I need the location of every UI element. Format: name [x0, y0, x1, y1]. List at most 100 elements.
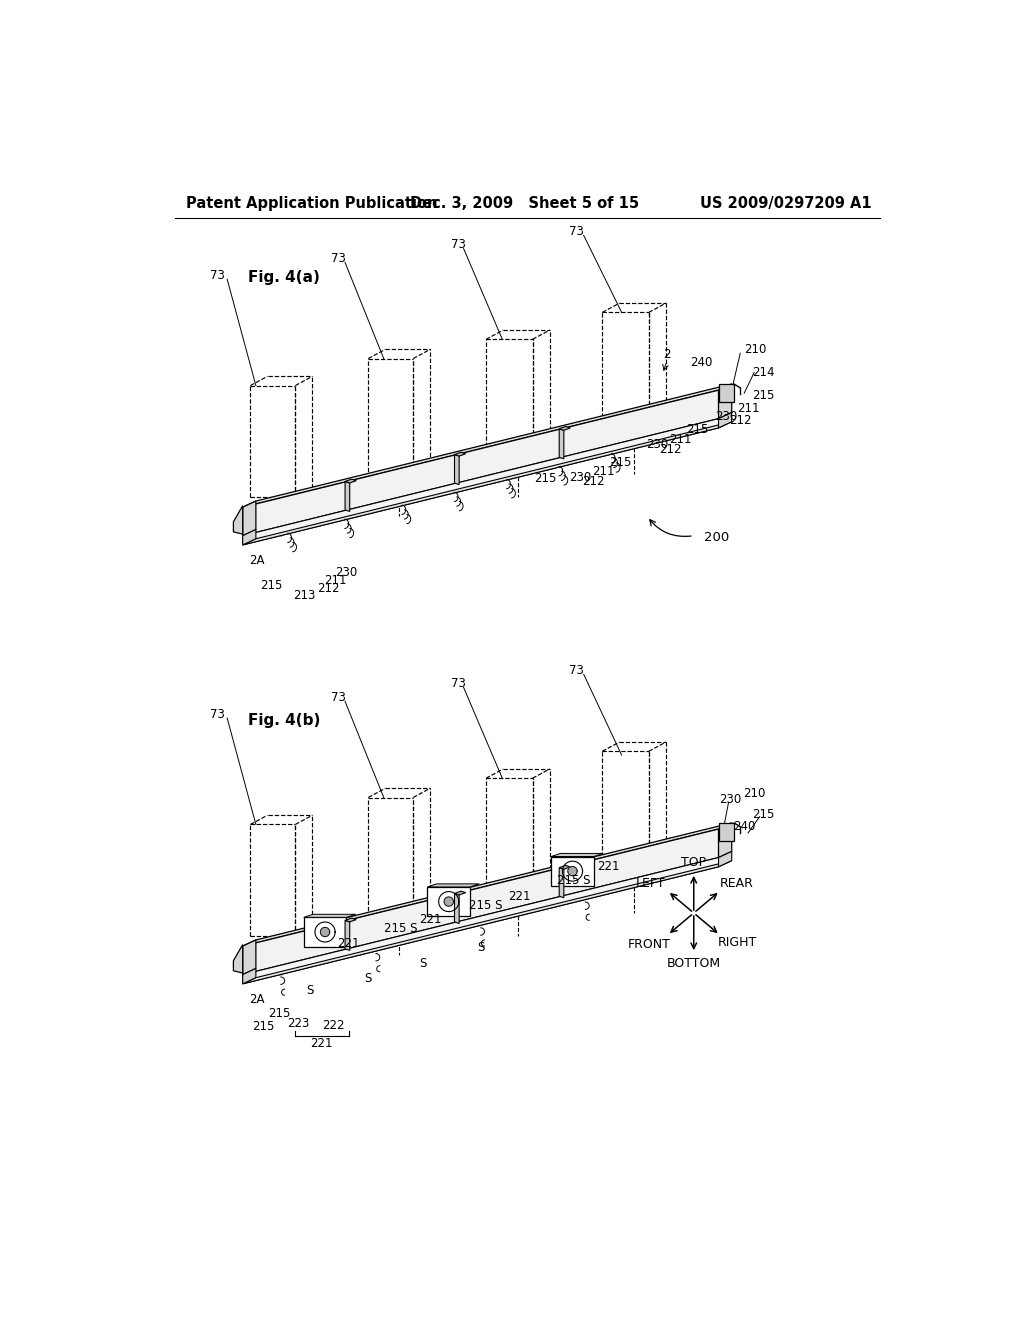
Text: LEFT: LEFT	[636, 876, 666, 890]
Text: 73: 73	[451, 238, 466, 251]
Text: 215: 215	[253, 1020, 274, 1034]
Polygon shape	[719, 384, 734, 401]
Text: TOP: TOP	[681, 855, 707, 869]
Polygon shape	[345, 479, 356, 483]
Text: 215: 215	[534, 473, 556, 486]
Polygon shape	[568, 866, 578, 875]
Polygon shape	[321, 928, 330, 937]
Polygon shape	[243, 822, 732, 946]
Text: S: S	[477, 941, 484, 954]
Polygon shape	[551, 854, 603, 857]
Polygon shape	[345, 917, 356, 921]
Polygon shape	[427, 884, 479, 887]
Text: 211: 211	[670, 433, 692, 446]
Text: 213: 213	[294, 589, 315, 602]
Text: 221: 221	[419, 912, 441, 925]
Polygon shape	[233, 945, 243, 973]
Text: 223: 223	[288, 1016, 309, 1030]
Text: 212: 212	[583, 475, 605, 488]
Polygon shape	[233, 506, 243, 535]
Text: 211: 211	[736, 403, 759, 416]
Polygon shape	[243, 418, 719, 545]
Text: 73: 73	[210, 269, 224, 282]
Text: Patent Application Publication: Patent Application Publication	[186, 195, 437, 211]
Polygon shape	[243, 529, 256, 545]
Polygon shape	[551, 857, 594, 886]
Text: 230: 230	[568, 471, 591, 484]
Text: 73: 73	[568, 664, 584, 677]
Text: 215 S: 215 S	[384, 921, 418, 935]
Text: 221: 221	[597, 861, 620, 874]
Polygon shape	[719, 412, 732, 428]
Text: 73: 73	[210, 708, 224, 721]
Polygon shape	[719, 822, 734, 841]
Text: 221: 221	[508, 890, 530, 903]
Polygon shape	[345, 482, 350, 511]
Polygon shape	[559, 867, 564, 898]
Polygon shape	[304, 915, 355, 917]
Polygon shape	[444, 898, 454, 907]
Polygon shape	[243, 940, 256, 974]
Polygon shape	[719, 822, 732, 858]
Text: 215: 215	[753, 808, 775, 821]
Text: 240: 240	[733, 820, 756, 833]
Text: 230: 230	[646, 438, 669, 451]
Text: 210: 210	[743, 787, 765, 800]
Polygon shape	[455, 454, 459, 484]
Text: 240: 240	[690, 356, 713, 370]
Text: FRONT: FRONT	[628, 937, 671, 950]
Text: 200: 200	[705, 531, 730, 544]
Text: 2A: 2A	[249, 993, 264, 1006]
Text: 215: 215	[753, 389, 775, 403]
Polygon shape	[559, 426, 570, 430]
Text: US 2009/0297209 A1: US 2009/0297209 A1	[700, 195, 872, 211]
Polygon shape	[243, 858, 719, 983]
Text: 73: 73	[568, 224, 584, 238]
Text: 230: 230	[719, 793, 741, 807]
Polygon shape	[719, 384, 732, 418]
Text: 230: 230	[336, 566, 357, 579]
Text: 215 S: 215 S	[469, 899, 503, 912]
Polygon shape	[455, 894, 459, 924]
Polygon shape	[243, 391, 719, 536]
Text: 212: 212	[729, 413, 752, 426]
Text: 73: 73	[332, 252, 346, 265]
Polygon shape	[455, 453, 466, 457]
Text: RIGHT: RIGHT	[718, 936, 757, 949]
Text: 222: 222	[323, 1019, 345, 1032]
Polygon shape	[243, 422, 732, 545]
Text: 230: 230	[715, 409, 737, 422]
Text: 212: 212	[316, 582, 339, 594]
Polygon shape	[243, 502, 256, 536]
Text: BOTTOM: BOTTOM	[667, 957, 721, 970]
Polygon shape	[345, 920, 350, 950]
Text: REAR: REAR	[720, 876, 754, 890]
Text: 221: 221	[338, 937, 360, 950]
Text: Fig. 4(b): Fig. 4(b)	[248, 713, 321, 729]
Text: Dec. 3, 2009   Sheet 5 of 15: Dec. 3, 2009 Sheet 5 of 15	[411, 195, 639, 211]
Text: S: S	[365, 972, 372, 985]
Text: 211: 211	[593, 465, 615, 478]
Text: 210: 210	[744, 343, 767, 356]
Text: 2: 2	[663, 348, 671, 362]
Polygon shape	[304, 917, 346, 946]
Text: 73: 73	[332, 690, 346, 704]
Polygon shape	[719, 851, 732, 867]
Polygon shape	[243, 829, 719, 974]
Polygon shape	[559, 866, 570, 870]
Polygon shape	[427, 887, 470, 916]
Polygon shape	[455, 891, 466, 895]
Text: 212: 212	[659, 444, 682, 455]
Polygon shape	[243, 384, 732, 507]
Text: Fig. 4(a): Fig. 4(a)	[248, 271, 319, 285]
Text: 73: 73	[451, 677, 466, 690]
Text: 2A: 2A	[249, 554, 264, 566]
Text: 215: 215	[686, 422, 709, 436]
Polygon shape	[243, 969, 256, 983]
Text: S: S	[419, 957, 426, 970]
Text: 215: 215	[268, 1007, 291, 1019]
Text: 221: 221	[310, 1038, 333, 1051]
Text: 215: 215	[260, 579, 283, 593]
Text: 215: 215	[609, 455, 632, 469]
Polygon shape	[559, 429, 564, 459]
